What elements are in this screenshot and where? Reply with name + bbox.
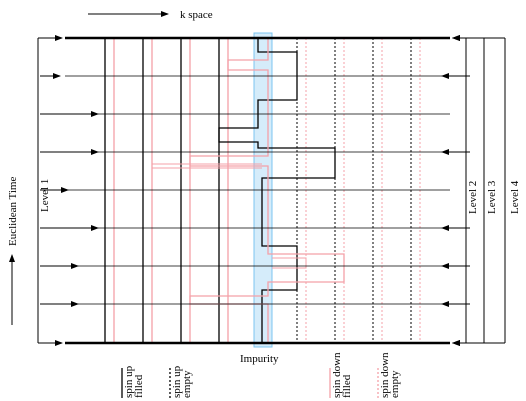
k-space-label: k space [180,9,213,21]
impurity-path [218,38,336,343]
level-label: Level 4 [509,180,521,214]
legend-label: spin down [379,352,391,398]
worldlines [37,35,506,346]
level-label: Level 3 [486,180,498,214]
level-label: Level 1 [39,179,51,212]
legend-label: spin up [123,365,135,398]
legend-label: empty [389,370,401,398]
impurity-label: Impurity [240,353,279,365]
time-label: Euclidean Time [7,177,19,246]
legend-label: spin down [331,352,343,398]
impurity-path [189,38,345,343]
impurity-path [151,163,307,269]
legend-label: filled [133,374,145,398]
legend-label: filled [341,374,353,398]
legend-label: empty [181,370,193,398]
level-label: Level 2 [467,181,479,214]
legend-label: spin up [171,365,183,398]
